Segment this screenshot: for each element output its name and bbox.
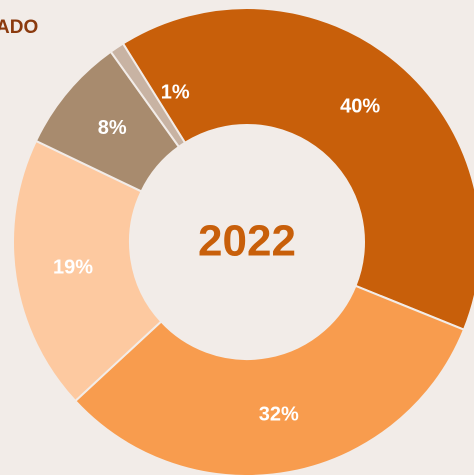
value-label: 32% <box>259 403 299 425</box>
donut-slice <box>109 42 187 149</box>
value-label: 19% <box>53 257 93 279</box>
center-label: 2022 <box>198 217 296 266</box>
donut-slice <box>121 7 474 331</box>
chart-title: ADO <box>0 17 38 38</box>
value-label: 40% <box>340 95 380 117</box>
value-label: 1% <box>161 82 190 104</box>
donut-slice <box>73 284 466 475</box>
donut-slice <box>12 139 163 403</box>
value-label: 8% <box>98 117 127 139</box>
